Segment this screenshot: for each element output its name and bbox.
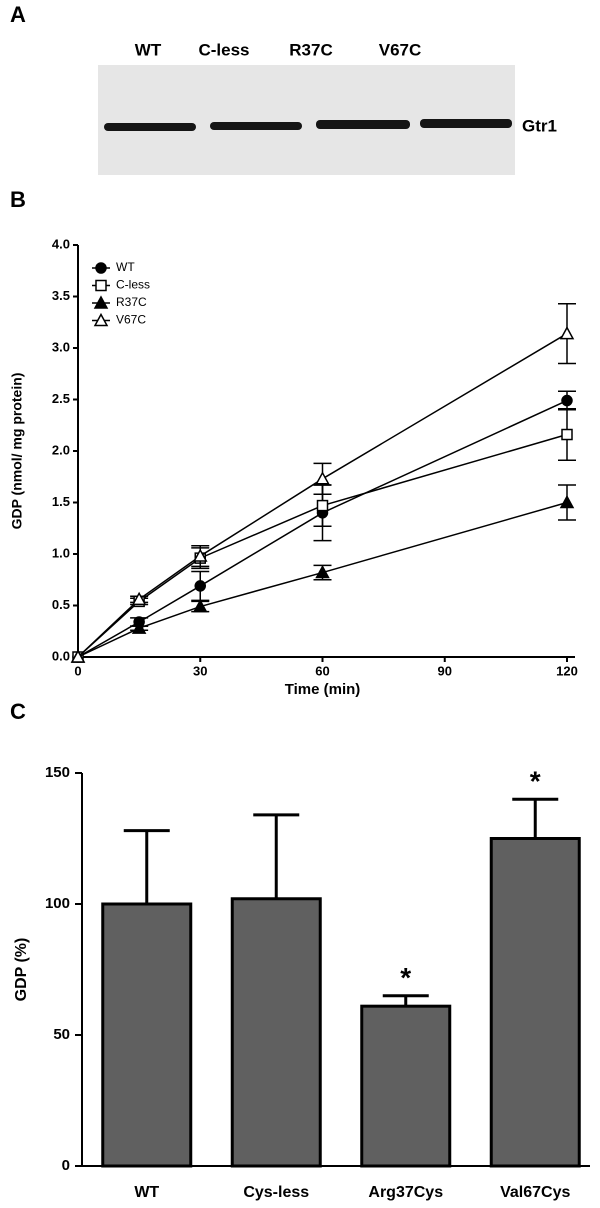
legend-marker bbox=[93, 312, 109, 327]
legend-label: WT bbox=[116, 260, 135, 274]
x-tick-label: Arg37Cys bbox=[368, 1184, 443, 1201]
bar bbox=[230, 897, 322, 1168]
legend-marker bbox=[93, 295, 109, 309]
legend-label: C-less bbox=[116, 278, 150, 292]
legend-marker bbox=[95, 279, 107, 292]
error-bar bbox=[253, 813, 300, 899]
marker bbox=[561, 394, 573, 407]
y-tick-label: 150 bbox=[45, 764, 70, 781]
panel-label: B bbox=[10, 187, 26, 212]
marker bbox=[194, 580, 206, 592]
y-tick-label: 2.0 bbox=[52, 442, 70, 457]
y-tick-label: 2.5 bbox=[52, 391, 70, 406]
y-tick-label: 3.0 bbox=[52, 339, 70, 354]
lane-label: R37C bbox=[289, 40, 332, 59]
x-tick-label: 90 bbox=[438, 663, 452, 678]
y-axis-label: GDP (nmol/ mg protein) bbox=[9, 373, 25, 530]
marker bbox=[192, 598, 208, 613]
legend-label: V67C bbox=[116, 313, 146, 327]
x-tick-label: 0 bbox=[74, 663, 81, 678]
lane-label: V67C bbox=[379, 40, 422, 59]
x-tick-label: Cys-less bbox=[243, 1184, 309, 1201]
marker bbox=[315, 564, 330, 579]
marker bbox=[561, 428, 573, 441]
x-tick-label: WT bbox=[134, 1184, 159, 1201]
marker bbox=[316, 499, 329, 512]
y-tick-label: 50 bbox=[53, 1026, 70, 1043]
x-tick-label: 120 bbox=[556, 663, 578, 678]
panel-label: A bbox=[10, 2, 26, 27]
bar bbox=[101, 902, 193, 1168]
significance-mark: * bbox=[530, 766, 541, 797]
legend-label: R37C bbox=[116, 295, 147, 309]
x-tick-label: 60 bbox=[315, 663, 329, 678]
bar bbox=[360, 1004, 452, 1168]
y-tick-label: 0.5 bbox=[52, 597, 70, 612]
y-axis-label: GDP (%) bbox=[13, 938, 30, 1002]
marker bbox=[315, 471, 330, 485]
band bbox=[104, 123, 196, 131]
significance-mark: * bbox=[400, 962, 411, 993]
marker bbox=[131, 620, 147, 634]
y-tick-label: 100 bbox=[45, 895, 70, 912]
blot-bands bbox=[104, 119, 512, 131]
band bbox=[420, 119, 512, 128]
panel-label: C bbox=[10, 699, 26, 724]
marker bbox=[192, 548, 208, 562]
bar bbox=[489, 837, 581, 1168]
x-tick-label: Val67Cys bbox=[500, 1184, 570, 1201]
y-tick-label: 1.0 bbox=[52, 545, 70, 560]
band-label: Gtr1 bbox=[522, 116, 557, 135]
band bbox=[316, 120, 410, 129]
x-axis-label: Time (min) bbox=[285, 681, 361, 698]
marker bbox=[70, 649, 86, 663]
lane-label: WT bbox=[135, 40, 162, 59]
marker bbox=[559, 494, 575, 509]
legend-marker bbox=[95, 262, 107, 274]
band bbox=[210, 122, 302, 130]
marker bbox=[131, 591, 147, 606]
x-tick-label: 30 bbox=[193, 663, 207, 678]
error-bar bbox=[382, 994, 429, 1007]
lane-label: C-less bbox=[198, 40, 249, 59]
y-tick-label: 4.0 bbox=[52, 236, 70, 251]
error-bar bbox=[512, 797, 559, 839]
y-tick-label: 3.5 bbox=[52, 288, 70, 303]
y-tick-label: 1.5 bbox=[52, 494, 70, 509]
error-bar bbox=[123, 829, 170, 904]
marker bbox=[559, 326, 575, 340]
y-tick-label: 0.0 bbox=[52, 648, 70, 663]
y-tick-label: 0 bbox=[62, 1157, 70, 1174]
